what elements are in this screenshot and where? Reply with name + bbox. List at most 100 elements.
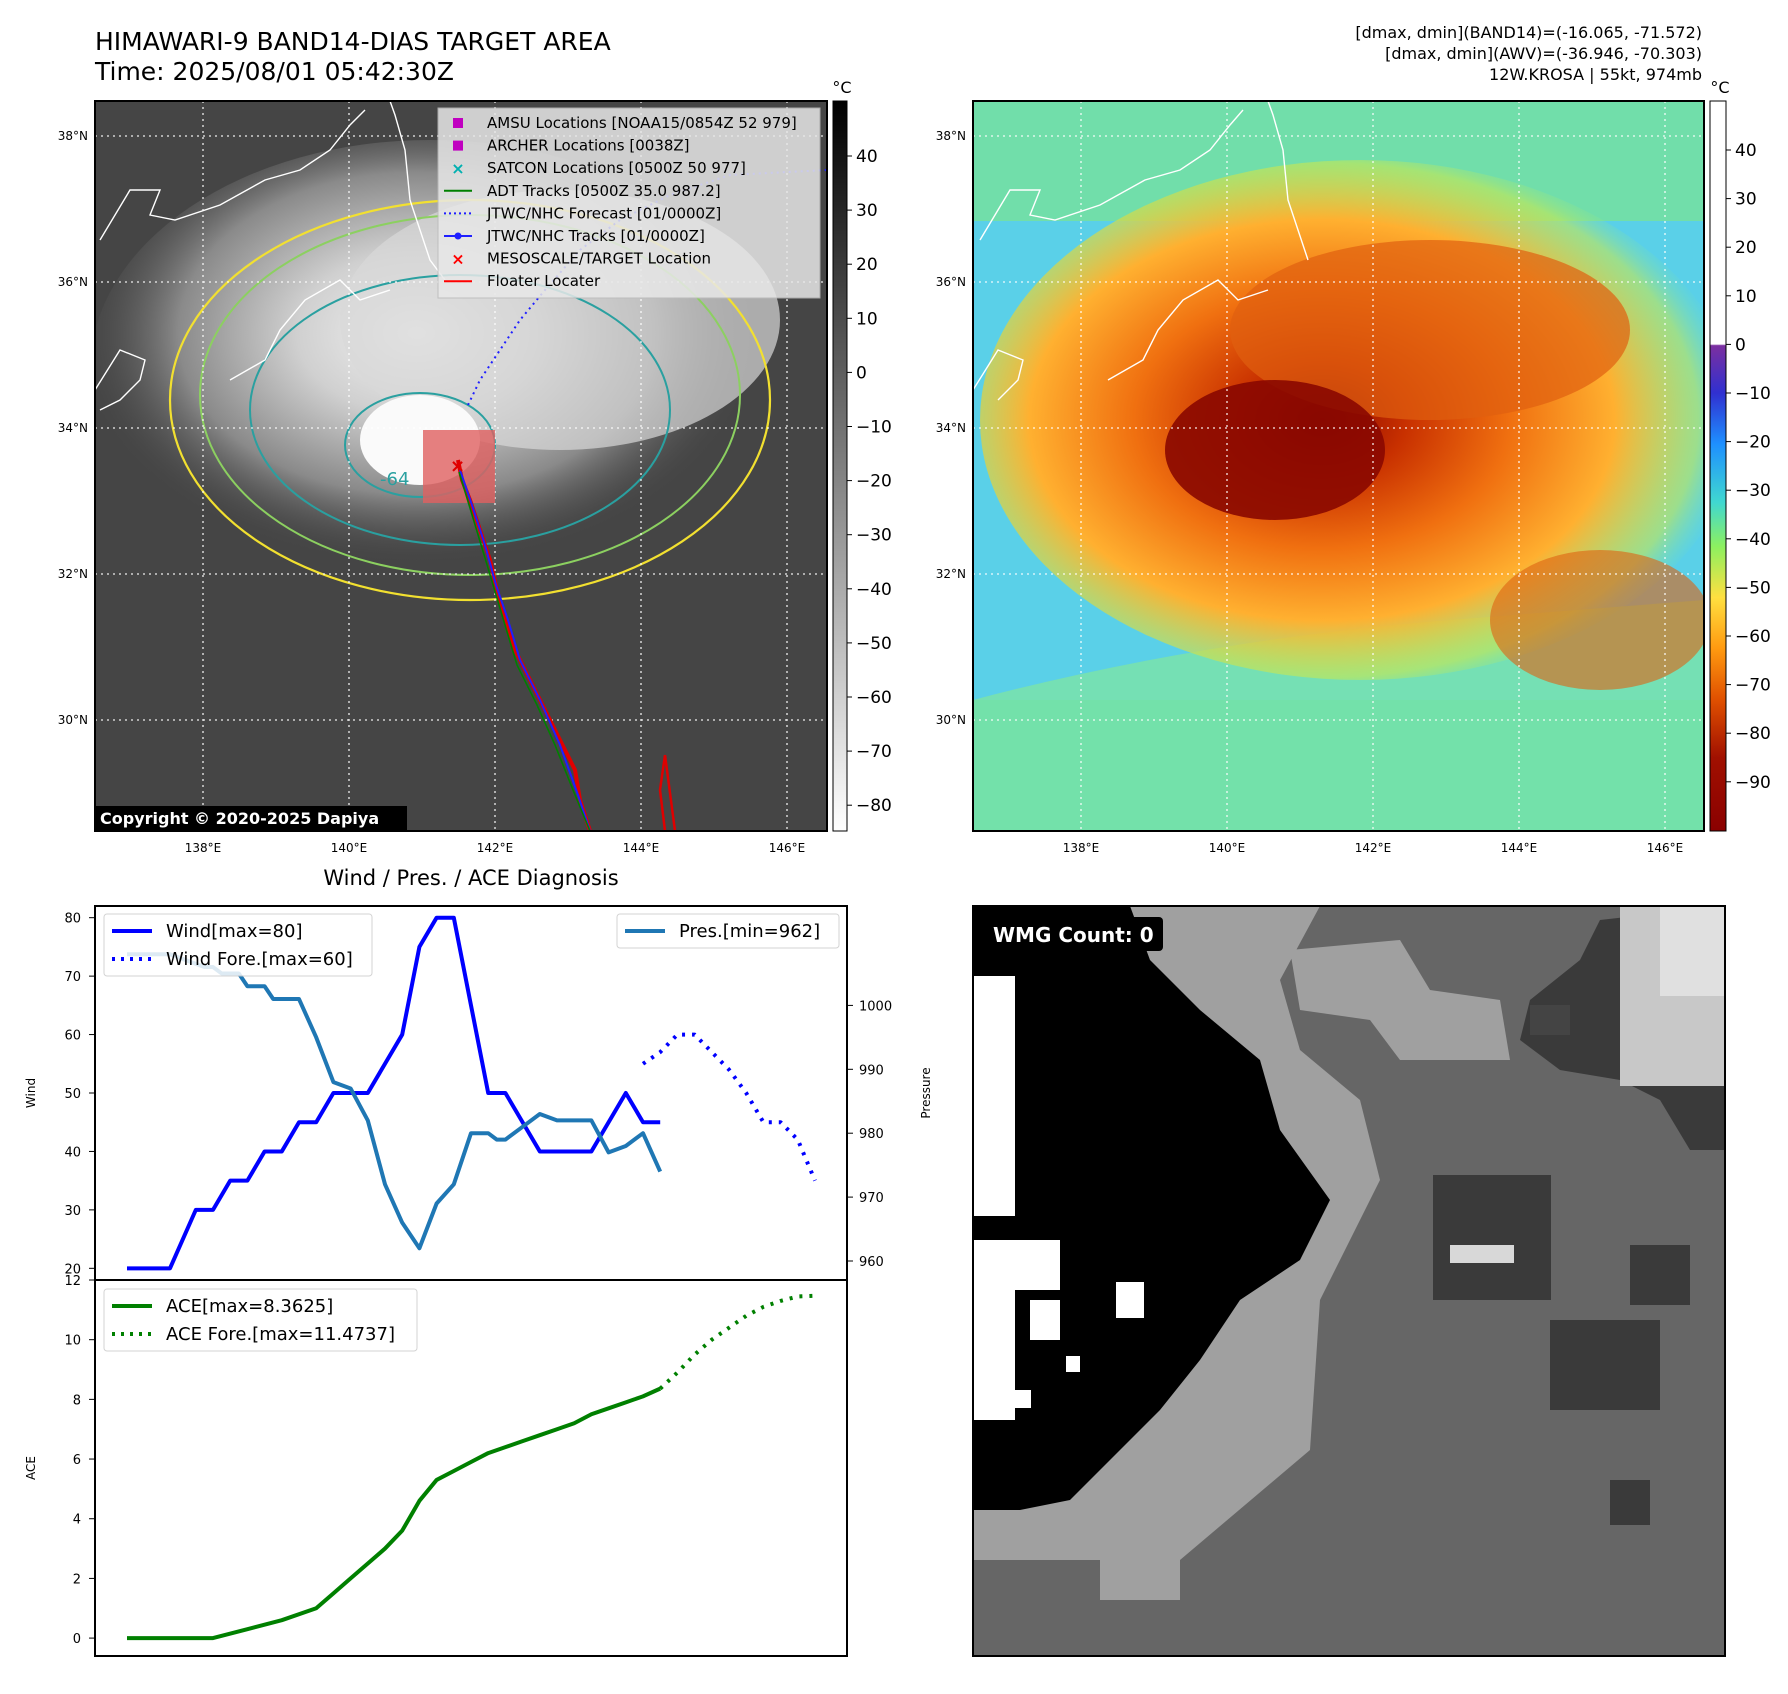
wv-colorbar-tick: 40	[1735, 141, 1757, 161]
legend-marker	[453, 140, 463, 151]
y-right-tick-label: 970	[859, 1191, 884, 1206]
wmg-count-label: WMG Count: 0	[993, 923, 1154, 947]
figure-title: HIMAWARI-9 BAND14-DIAS TARGET AREA	[95, 27, 611, 56]
legend-wind-forecast: Wind Fore.[max=60]	[166, 949, 353, 970]
legend-label: JTWC/NHC Forecast [01/0000Z]	[486, 204, 721, 222]
wv-colorbar: °C 40 30 20 10 0 −10 −20 −30 −40 −50 −60 −70 −80 −90	[1709, 78, 1771, 832]
ir-lon-tick: 138°E	[185, 841, 222, 855]
y-tick-label: 2	[73, 1572, 81, 1587]
wv-colorbar-tick: −80	[1735, 724, 1771, 744]
ir-colorbar-tick: 30	[856, 201, 878, 221]
ir-colorbar-tick: 40	[856, 147, 878, 167]
y-tick-label: 8	[73, 1393, 81, 1408]
ir-lat-tick: 34°N	[58, 421, 88, 435]
ace-legend: ACE[max=8.3625] ACE Fore.[max=11.4737]	[103, 1288, 418, 1352]
coastline	[95, 101, 446, 411]
ace-chart[interactable]: 0 2 4 6 8 10 12 ACE ACE[max=8.3625] ACE Fore.[…	[24, 1274, 848, 1657]
wv-lon-tick: 146°E	[1647, 841, 1684, 855]
copyright: Copyright © 2020-2025 Dapiya	[100, 809, 379, 828]
ir-lon-tick: 140°E	[331, 841, 368, 855]
wv-lon-tick: 142°E	[1355, 841, 1392, 855]
stats-line-2: [dmax, dmin](AWV)=(-36.946, -70.303)	[1385, 44, 1702, 63]
wv-map[interactable]: 138°E 140°E 142°E 144°E 146°E 38°N 36°N …	[936, 100, 1740, 855]
wv-colorbar-tick: −30	[1735, 481, 1771, 501]
legend-label: JTWC/NHC Tracks [01/0000Z]	[486, 227, 705, 245]
legend-marker	[453, 118, 463, 128]
wind-pressure-chart[interactable]: 20 30 40 50 60 70 80 960 970 980 990 1000 Wind Pres…	[24, 905, 933, 1281]
stats-line-1: [dmax, dmin](BAND14)=(-16.065, -71.572)	[1355, 23, 1702, 42]
legend-label: ARCHER Locations [0038Z]	[487, 137, 690, 155]
y-tick-label: 6	[73, 1453, 81, 1468]
wv-colorbar-tick: 20	[1735, 238, 1757, 258]
ir-colorbar-tick: −40	[856, 580, 892, 600]
ir-lat-tick: 36°N	[58, 275, 88, 289]
wv-lat-tick: 30°N	[936, 713, 966, 727]
legend-label: MESOSCALE/TARGET Location	[487, 250, 711, 268]
ir-colorbar-tick: 10	[856, 309, 878, 329]
ir-map[interactable]: -64 × AM	[58, 100, 828, 855]
wv-lon-tick: 138°E	[1063, 841, 1100, 855]
wv-colorbar-tick: −10	[1735, 384, 1771, 404]
wv-colorbar-tick: 30	[1735, 190, 1757, 210]
legend-marker: ×	[451, 250, 464, 269]
ir-colorbar-tick: −50	[856, 634, 892, 654]
wmg-map[interactable]: WMG Count: 0	[972, 905, 1726, 1657]
wv-lat-tick: 34°N	[936, 421, 966, 435]
wv-colorbar-tick: −60	[1735, 627, 1771, 647]
diagnosis-title: Wind / Pres. / ACE Diagnosis	[323, 866, 618, 890]
legend-label: ADT Tracks [0500Z 35.0 987.2]	[487, 182, 721, 200]
wind-axis-label: Wind	[24, 1078, 38, 1108]
y-tick-label: 12	[64, 1274, 81, 1289]
y-tick-label: 20	[64, 1262, 81, 1277]
legend-pressure: Pres.[min=962]	[679, 921, 820, 942]
series-line	[641, 1032, 817, 1182]
wv-lon-tick: 140°E	[1209, 841, 1246, 855]
y-tick-label: 0	[73, 1632, 81, 1647]
pressure-legend: Pres.[min=962]	[616, 913, 840, 949]
wv-colorbar-tick: −90	[1735, 773, 1771, 793]
ir-colorbar-unit: °C	[832, 78, 851, 97]
series-line	[127, 1386, 662, 1641]
legend-label: AMSU Locations [NOAA15/0854Z 52 979]	[487, 114, 797, 132]
y-tick-label: 60	[64, 1029, 81, 1044]
wind-legend: Wind[max=80] Wind Fore.[max=60]	[103, 913, 373, 977]
legend-label: Floater Locater	[487, 272, 601, 290]
wv-colorbar-tick: −50	[1735, 578, 1771, 598]
series-line	[127, 915, 661, 1271]
legend-ace: ACE[max=8.3625]	[166, 1296, 333, 1317]
y-tick-label: 4	[73, 1513, 81, 1528]
wv-lon-tick: 144°E	[1501, 841, 1538, 855]
y-right-tick-label: 960	[859, 1255, 884, 1270]
y-tick-label: 80	[64, 912, 81, 927]
y-tick-label: 50	[64, 1087, 81, 1102]
ir-lat-tick: 38°N	[58, 129, 88, 143]
stats-line-3: 12W.KROSA | 55kt, 974mb	[1489, 65, 1702, 84]
wv-colorbar-tick: 10	[1735, 287, 1757, 307]
contour-label: -64	[380, 469, 409, 490]
legend-marker	[454, 232, 462, 240]
target-marker: ×	[450, 456, 465, 477]
y-tick-label: 40	[64, 1145, 81, 1160]
ir-colorbar-tick: −10	[856, 418, 892, 438]
legend-label: SATCON Locations [0500Z 50 977]	[487, 159, 746, 177]
y-tick-label: 30	[64, 1204, 81, 1219]
wv-lat-tick: 36°N	[936, 275, 966, 289]
legend-marker: ×	[451, 159, 464, 178]
ir-colorbar-tick: −30	[856, 526, 892, 546]
ir-colorbar: °C 40 30 20 10 0 −10 −20 −30 −40 −50 −60 −70 −80	[832, 78, 892, 832]
ir-legend: AMSU Locations [NOAA15/0854Z 52 979] ARCH…	[437, 107, 821, 299]
y-right-tick-label: 990	[859, 1063, 884, 1078]
ir-colorbar-tick: −20	[856, 472, 892, 492]
figure-time: Time: 2025/08/01 05:42:30Z	[94, 57, 454, 86]
ir-lon-tick: 144°E	[623, 841, 660, 855]
ir-colorbar-tick: −60	[856, 688, 892, 708]
y-tick-label: 10	[64, 1334, 81, 1349]
wv-colorbar-unit: °C	[1710, 78, 1729, 97]
y-right-tick-label: 1000	[859, 999, 892, 1014]
ir-lat-tick: 30°N	[58, 713, 88, 727]
legend-ace-forecast: ACE Fore.[max=11.4737]	[166, 1324, 395, 1345]
wv-colorbar-tick: −40	[1735, 530, 1771, 550]
series-line	[658, 1293, 816, 1391]
ir-colorbar-tick: 20	[856, 255, 878, 275]
wv-colorbar-tick: −70	[1735, 676, 1771, 696]
